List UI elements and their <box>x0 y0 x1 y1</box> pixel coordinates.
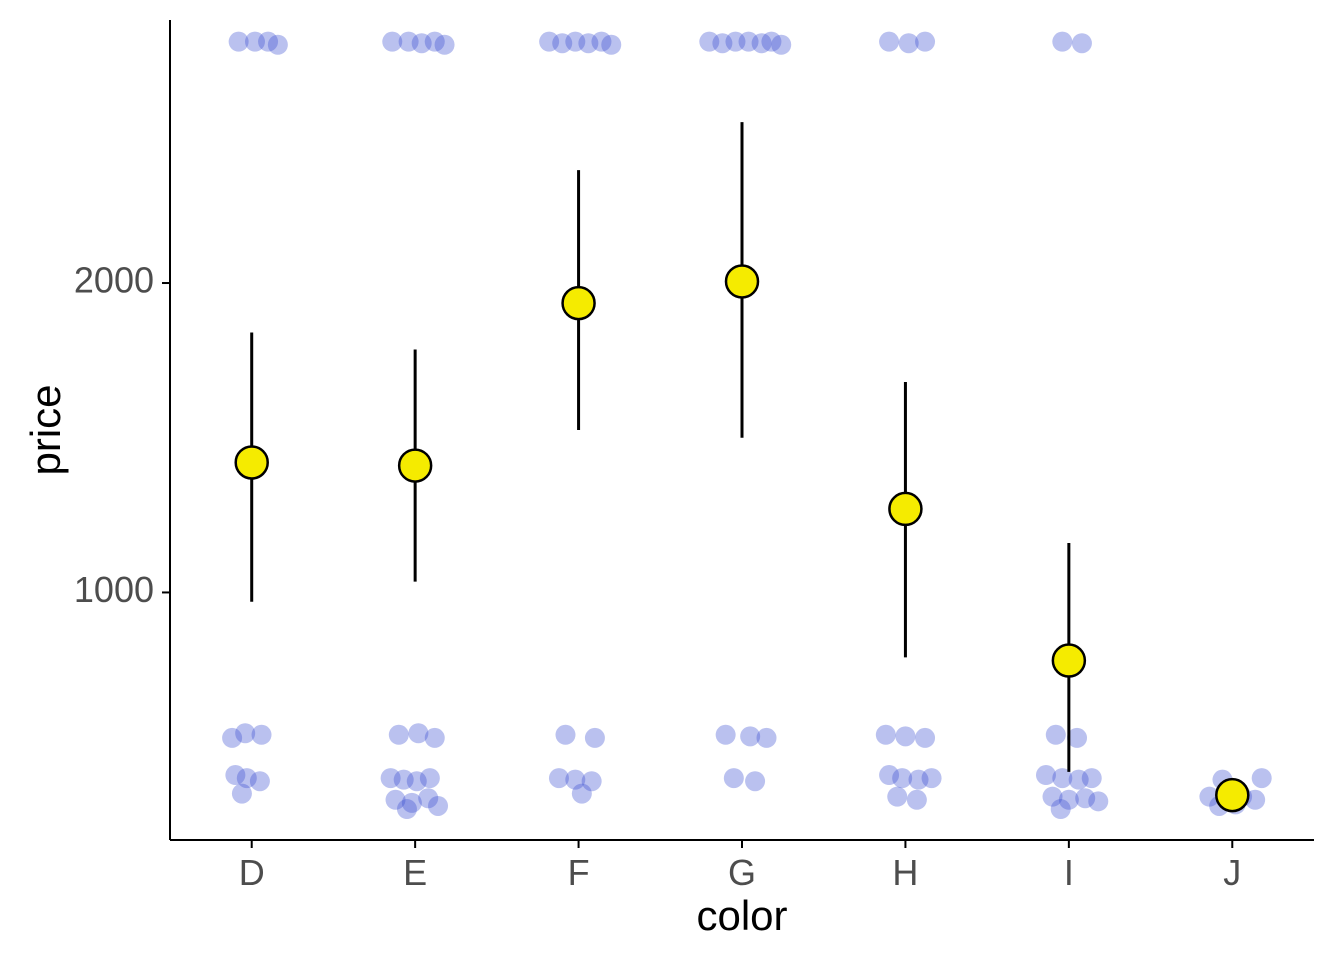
jitter-point <box>907 790 927 810</box>
jitter-point <box>425 728 445 748</box>
jitter-point <box>771 35 791 55</box>
summary-point <box>726 265 758 297</box>
jitter-point <box>1052 32 1072 52</box>
y-axis-label: price <box>22 384 69 475</box>
x-tick-label: F <box>568 852 590 893</box>
x-axis-label: color <box>696 892 787 939</box>
x-tick-label: I <box>1064 852 1074 893</box>
chart-container: 1000 2000 D E F G H I Jcolor price <box>0 0 1344 960</box>
summary-point <box>1216 779 1248 811</box>
jitter-point <box>585 728 605 748</box>
jitter-point <box>268 35 288 55</box>
chart-svg: 1000 2000 D E F G H I Jcolor price <box>0 0 1344 960</box>
jitter-point <box>757 728 777 748</box>
jitter-point <box>745 771 765 791</box>
summary-point <box>399 450 431 482</box>
jitter-point <box>420 768 440 788</box>
jitter-point <box>232 784 252 804</box>
jitter-point <box>915 728 935 748</box>
jitter-point <box>876 725 896 745</box>
jitter-point <box>724 768 744 788</box>
jitter-point <box>572 784 592 804</box>
x-tick-label: J <box>1223 852 1241 893</box>
jitter-point <box>1072 33 1092 53</box>
x-tick-label: E <box>403 852 427 893</box>
jitter-point <box>1051 799 1071 819</box>
jitter-point <box>1046 725 1066 745</box>
jitter-point <box>895 726 915 746</box>
jitter-point <box>435 35 455 55</box>
chart-background <box>0 0 1344 960</box>
summary-point <box>889 493 921 525</box>
jitter-point <box>428 796 448 816</box>
jitter-point <box>887 787 907 807</box>
summary-point <box>236 446 268 478</box>
jitter-point <box>879 32 899 52</box>
jitter-point <box>915 32 935 52</box>
summary-point <box>563 287 595 319</box>
jitter-point <box>601 35 621 55</box>
jitter-point <box>716 725 736 745</box>
jitter-point <box>922 768 942 788</box>
x-tick-label: G <box>728 852 756 893</box>
y-tick-label: 2000 <box>74 260 154 301</box>
jitter-point <box>389 725 409 745</box>
x-tick-label: H <box>892 852 918 893</box>
jitter-point <box>397 799 417 819</box>
jitter-point <box>1088 791 1108 811</box>
jitter-point <box>555 725 575 745</box>
summary-point <box>1053 645 1085 677</box>
jitter-point <box>250 771 270 791</box>
y-tick-label: 1000 <box>74 569 154 610</box>
jitter-point <box>1082 768 1102 788</box>
x-tick-label: D <box>239 852 265 893</box>
jitter-point <box>1252 768 1272 788</box>
jitter-point <box>252 725 272 745</box>
